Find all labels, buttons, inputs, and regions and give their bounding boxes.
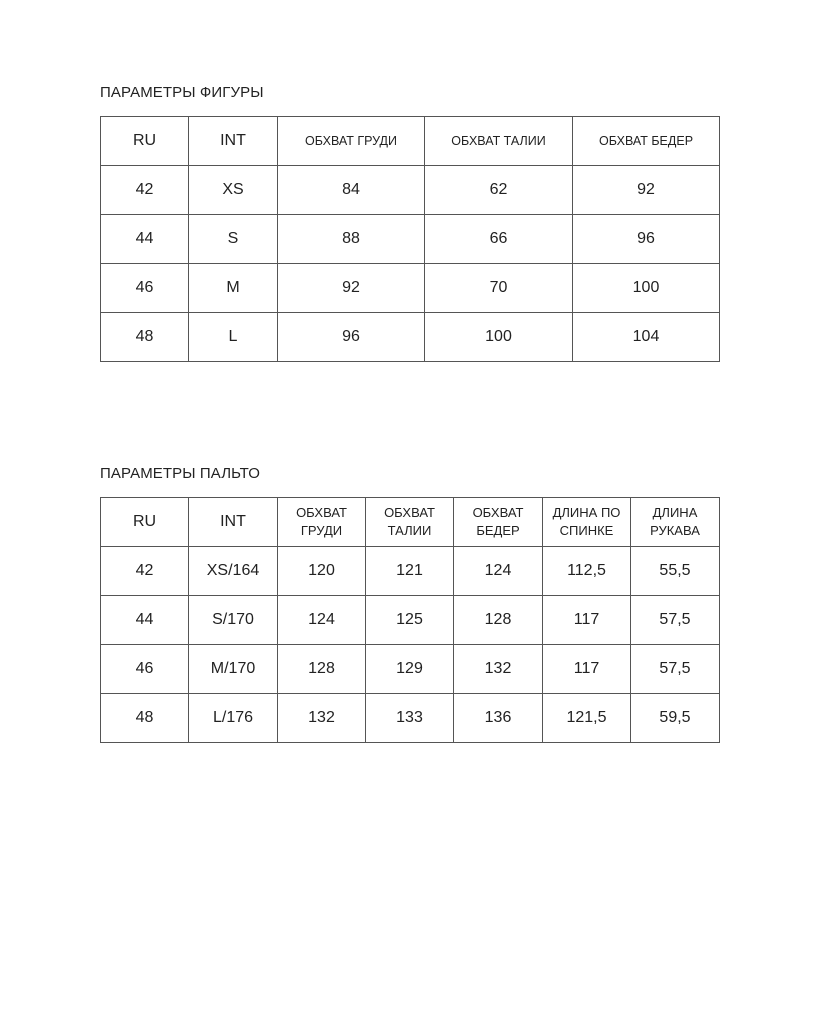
table-cell: 48 [100, 312, 189, 362]
column-header: ОБХВАТ ГРУДИ [277, 116, 425, 166]
table-cell: 66 [424, 214, 573, 264]
column-header: INT [188, 116, 278, 166]
figure-table-title: ПАРАМЕТРЫ ФИГУРЫ [100, 84, 264, 101]
table-cell: 96 [572, 214, 720, 264]
table-cell: 128 [453, 595, 543, 645]
table-cell: 57,5 [630, 595, 720, 645]
table-row: 44 S 88 66 96 [100, 214, 720, 264]
column-header: ОБХВАТ БЕДЕР [572, 116, 720, 166]
table-cell: 132 [453, 644, 543, 694]
table-cell: 117 [542, 595, 631, 645]
table-row: 42 XS 84 62 92 [100, 165, 720, 215]
table-row: 42 XS/164 120 121 124 112,5 55,5 [100, 546, 720, 596]
table-cell: S/170 [188, 595, 278, 645]
table-cell: L/176 [188, 693, 278, 743]
table-cell: 133 [365, 693, 454, 743]
table-cell: 124 [453, 546, 543, 596]
table-cell: 104 [572, 312, 720, 362]
table-row: 44 S/170 124 125 128 117 57,5 [100, 595, 720, 645]
table-cell: XS [188, 165, 278, 215]
table-cell: 57,5 [630, 644, 720, 694]
table-cell: 92 [572, 165, 720, 215]
table-cell: 42 [100, 165, 189, 215]
table-cell: 132 [277, 693, 366, 743]
column-header: ДЛИНА ПО СПИНКЕ [542, 497, 631, 547]
column-header: ОБХВАТ ГРУДИ [277, 497, 366, 547]
table-row: 48 L/176 132 133 136 121,5 59,5 [100, 693, 720, 743]
column-header: ОБХВАТ ТАЛИИ [365, 497, 454, 547]
table-cell: 100 [424, 312, 573, 362]
table-cell: 117 [542, 644, 631, 694]
table-cell: S [188, 214, 278, 264]
table-cell: 121,5 [542, 693, 631, 743]
table-cell: 96 [277, 312, 425, 362]
table-cell: 124 [277, 595, 366, 645]
coat-size-table: RU INT ОБХВАТ ГРУДИ ОБХВАТ ТАЛИИ ОБХВАТ БЕДЕ… [100, 497, 720, 743]
table-cell: L [188, 312, 278, 362]
table-cell: 121 [365, 546, 454, 596]
figure-size-table: RU INT ОБХВАТ ГРУДИ ОБХВАТ ТАЛИИ ОБХВАТ БЕДЕ… [100, 116, 720, 362]
table-cell: 112,5 [542, 546, 631, 596]
table-cell: 70 [424, 263, 573, 313]
column-header: ДЛИНА РУКАВА [630, 497, 720, 547]
column-header: INT [188, 497, 278, 547]
table-cell: 100 [572, 263, 720, 313]
table-row: 46 M/170 128 129 132 117 57,5 [100, 644, 720, 694]
table-cell: 44 [100, 595, 189, 645]
header-row: RU INT ОБХВАТ ГРУДИ ОБХВАТ ТАЛИИ ОБХВАТ БЕДЕ… [100, 497, 720, 547]
table-cell: 125 [365, 595, 454, 645]
table-cell: 48 [100, 693, 189, 743]
column-header: ОБХВАТ БЕДЕР [453, 497, 543, 547]
table-cell: 59,5 [630, 693, 720, 743]
table-row: 48 L 96 100 104 [100, 312, 720, 362]
table-cell: 120 [277, 546, 366, 596]
table-cell: 136 [453, 693, 543, 743]
table-cell: 44 [100, 214, 189, 264]
table-cell: 42 [100, 546, 189, 596]
table-cell: M [188, 263, 278, 313]
table-cell: 84 [277, 165, 425, 215]
column-header: RU [100, 497, 189, 547]
column-header: ОБХВАТ ТАЛИИ [424, 116, 573, 166]
table-row: 46 M 92 70 100 [100, 263, 720, 313]
table-cell: 55,5 [630, 546, 720, 596]
column-header: RU [100, 116, 189, 166]
table-cell: 46 [100, 263, 189, 313]
table-cell: 62 [424, 165, 573, 215]
table-cell: M/170 [188, 644, 278, 694]
table-cell: 88 [277, 214, 425, 264]
coat-table-title: ПАРАМЕТРЫ ПАЛЬТО [100, 465, 260, 482]
table-cell: 129 [365, 644, 454, 694]
table-cell: XS/164 [188, 546, 278, 596]
table-cell: 46 [100, 644, 189, 694]
table-cell: 128 [277, 644, 366, 694]
header-row: RU INT ОБХВАТ ГРУДИ ОБХВАТ ТАЛИИ ОБХВАТ БЕДЕ… [100, 116, 720, 166]
table-cell: 92 [277, 263, 425, 313]
